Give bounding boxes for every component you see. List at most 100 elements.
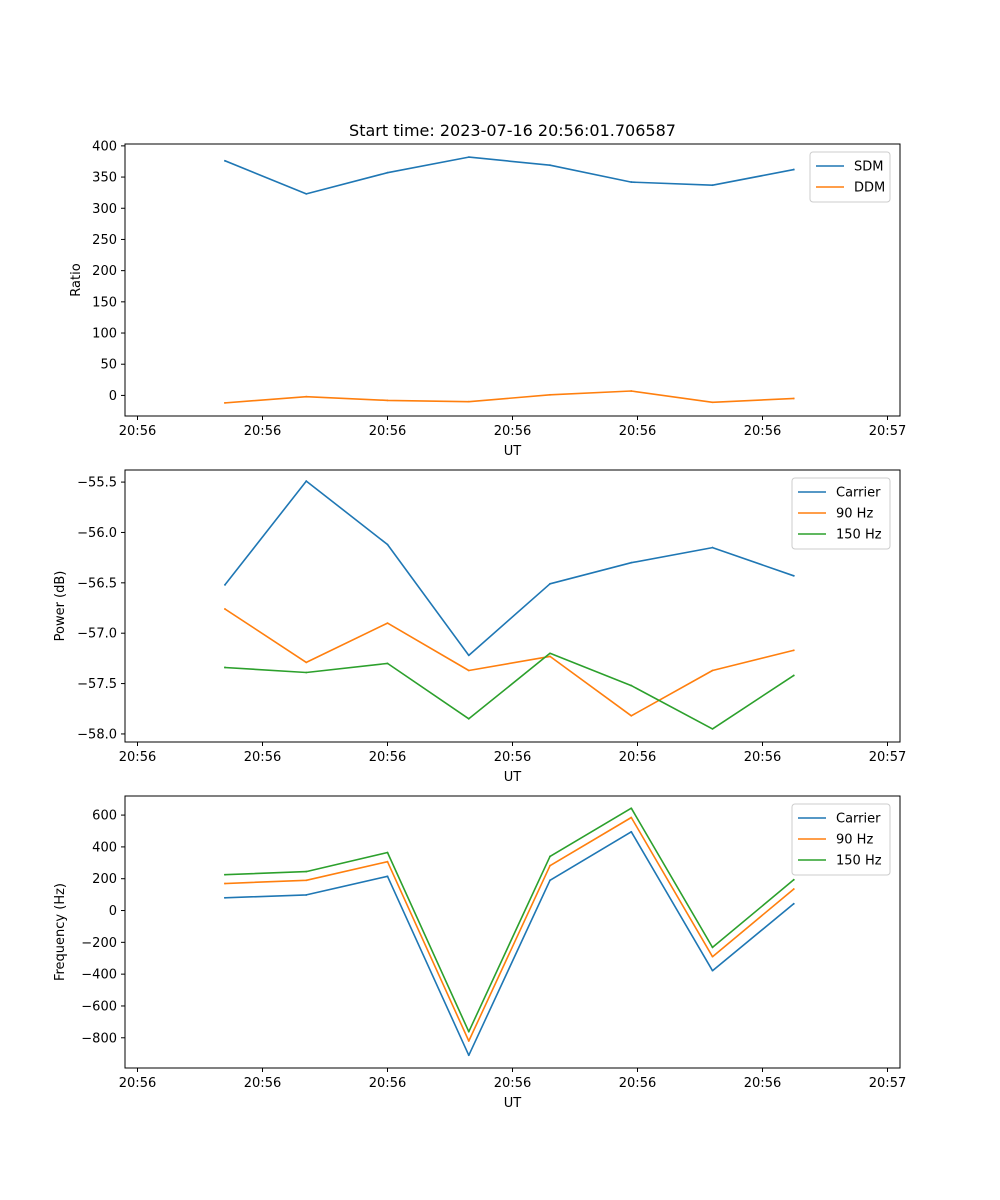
frequency-series-90-hz-point bbox=[467, 1040, 470, 1042]
frequency-series-carrier-point bbox=[305, 894, 308, 896]
frequency-axes-frame bbox=[124, 795, 901, 1069]
ratio-series-sdm-point bbox=[711, 184, 714, 187]
power-series-150-hz-point bbox=[305, 671, 308, 674]
ratio-y-tick-label: 250 bbox=[92, 233, 117, 248]
frequency-series-90-hz-point bbox=[224, 882, 226, 885]
frequency-legend-label-carrier: Carrier bbox=[836, 812, 881, 827]
ratio-y-tick-label: 100 bbox=[92, 327, 117, 342]
power-series-carrier-line bbox=[223, 480, 795, 657]
power-series-carrier-point bbox=[792, 574, 795, 577]
power-x-tick-label: 20:56 bbox=[619, 750, 656, 765]
power-y-tick-label: −55.5 bbox=[77, 476, 117, 491]
frequency-y-tick-label: −400 bbox=[81, 968, 117, 983]
ratio-x-axis-label: UT bbox=[504, 444, 522, 459]
frequency-series-90-hz-point bbox=[549, 864, 551, 867]
frequency-series-carrier-point bbox=[386, 875, 389, 878]
power-series-carrier-point bbox=[711, 546, 714, 549]
frequency-legend: Carrier 90 Hz 150 Hz bbox=[791, 803, 891, 876]
ratio-panel: 20:56 20:56 20:56 20:56 20:56 20:56 20:57 0 50 10… bbox=[69, 139, 906, 459]
power-x-tick-label: 20:56 bbox=[244, 750, 281, 765]
power-y-tick-label: −56.5 bbox=[77, 576, 117, 591]
frequency-series-150-hz-point bbox=[711, 946, 714, 949]
power-series-90-hz-point bbox=[224, 608, 226, 610]
frequency-y-tick-label: −800 bbox=[81, 1031, 117, 1046]
power-series-90-hz-point bbox=[467, 669, 470, 672]
power-series-150-hz-point bbox=[224, 666, 226, 669]
power-panel: 20:56 20:56 20:56 20:56 20:56 20:56 20:57 −55.5… bbox=[53, 469, 906, 785]
ratio-x-tick-label: 20:56 bbox=[744, 424, 781, 439]
frequency-x-axis-label: UT bbox=[504, 1096, 522, 1111]
frequency-series-carrier-point bbox=[711, 969, 714, 972]
frequency-series-90-hz-point bbox=[386, 860, 389, 863]
frequency-series-150-hz-line bbox=[224, 807, 795, 1033]
power-series-carrier-point bbox=[386, 543, 389, 546]
power-series-150-hz-point bbox=[711, 728, 714, 730]
power-x-tick-label: 20:57 bbox=[869, 750, 906, 765]
power-series-150-hz-point bbox=[630, 684, 633, 687]
frequency-series-carrier-point bbox=[224, 896, 226, 899]
power-y-tick-label: −57.0 bbox=[77, 627, 117, 642]
ratio-y-tick-label: 50 bbox=[100, 358, 117, 373]
ratio-legend-label-ddm: DDM bbox=[854, 181, 885, 196]
frequency-x-tick-label: 20:56 bbox=[244, 1076, 281, 1091]
power-series-carrier-point bbox=[467, 654, 470, 657]
frequency-y-axis-label: Frequency (Hz) bbox=[53, 883, 68, 981]
power-x-axis-label: UT bbox=[504, 770, 522, 785]
ratio-x-tick-label: 20:56 bbox=[119, 424, 156, 439]
frequency-series-150-hz-point bbox=[467, 1030, 470, 1033]
frequency-x-tick-label: 20:56 bbox=[119, 1076, 156, 1091]
power-series-90-hz-point bbox=[711, 669, 714, 672]
ratio-y-tick-label: 0 bbox=[109, 389, 117, 404]
ratio-y-axis-label: Ratio bbox=[69, 263, 84, 296]
frequency-y-tick-label: 600 bbox=[92, 809, 117, 824]
power-x-tick-label: 20:56 bbox=[744, 750, 781, 765]
power-series-150-hz-point bbox=[549, 652, 551, 655]
ratio-series-ddm-line bbox=[224, 390, 795, 404]
ratio-series-ddm-point bbox=[711, 401, 714, 404]
power-y-tick-label: −56.0 bbox=[77, 526, 117, 541]
frequency-series-150-hz-point bbox=[792, 878, 795, 881]
power-y-axis-label: Power (dB) bbox=[53, 571, 68, 642]
power-legend-label-90-hz: 90 Hz bbox=[836, 507, 873, 522]
frequency-y-tick-label: 200 bbox=[92, 872, 117, 887]
power-x-tick-label: 20:56 bbox=[119, 750, 156, 765]
ratio-x-tick-label: 20:56 bbox=[244, 424, 281, 439]
ratio-series-sdm-point bbox=[305, 193, 308, 195]
frequency-x-tick-label: 20:56 bbox=[494, 1076, 531, 1091]
frequency-series-150-hz-point bbox=[224, 873, 226, 876]
ratio-x-tick-label: 20:57 bbox=[869, 424, 906, 439]
ratio-legend: SDM DDM bbox=[809, 151, 891, 203]
frequency-x-tick-label: 20:56 bbox=[369, 1076, 406, 1091]
power-y-tick-label: −58.0 bbox=[77, 727, 117, 742]
frequency-x-tick-label: 20:56 bbox=[744, 1076, 781, 1091]
ratio-x-tick-label: 20:56 bbox=[494, 424, 531, 439]
frequency-series-150-hz-point bbox=[630, 807, 633, 810]
power-x-tick-label: 20:56 bbox=[369, 750, 406, 765]
frequency-series-90-hz-point bbox=[305, 879, 308, 882]
power-series-150-hz-line bbox=[224, 652, 795, 730]
frequency-y-tick-label: −600 bbox=[81, 999, 117, 1014]
ratio-x-tick-label: 20:56 bbox=[369, 424, 406, 439]
frequency-legend-label-90-hz: 90 Hz bbox=[836, 833, 873, 848]
ratio-series-ddm-point bbox=[630, 390, 633, 392]
power-legend: Carrier 90 Hz 150 Hz bbox=[791, 477, 891, 550]
ratio-series-sdm-point bbox=[224, 159, 226, 162]
ratio-y-tick-label: 300 bbox=[92, 202, 117, 217]
ratio-y-tick-label: 400 bbox=[92, 139, 117, 154]
ratio-series-ddm-point bbox=[305, 395, 308, 398]
ratio-series-ddm-point bbox=[792, 397, 795, 400]
frequency-series-90-hz-point bbox=[630, 816, 633, 819]
ratio-series-sdm-point bbox=[549, 164, 551, 167]
frequency-series-150-hz-point bbox=[305, 870, 308, 873]
power-series-90-hz-point bbox=[792, 649, 795, 652]
ratio-series-sdm-point bbox=[386, 171, 389, 174]
frequency-x-tick-label: 20:57 bbox=[869, 1076, 906, 1091]
power-series-90-hz-line bbox=[223, 607, 795, 717]
frequency-y-tick-label: −200 bbox=[81, 936, 117, 951]
frequency-series-carrier-point bbox=[792, 902, 795, 905]
power-y-tick-label: −57.5 bbox=[77, 677, 117, 692]
power-legend-label-carrier: Carrier bbox=[836, 486, 881, 501]
figure-title: Start time: 2023-07-16 20:56:01.706587 bbox=[349, 121, 676, 140]
power-series-carrier-point bbox=[630, 561, 633, 564]
